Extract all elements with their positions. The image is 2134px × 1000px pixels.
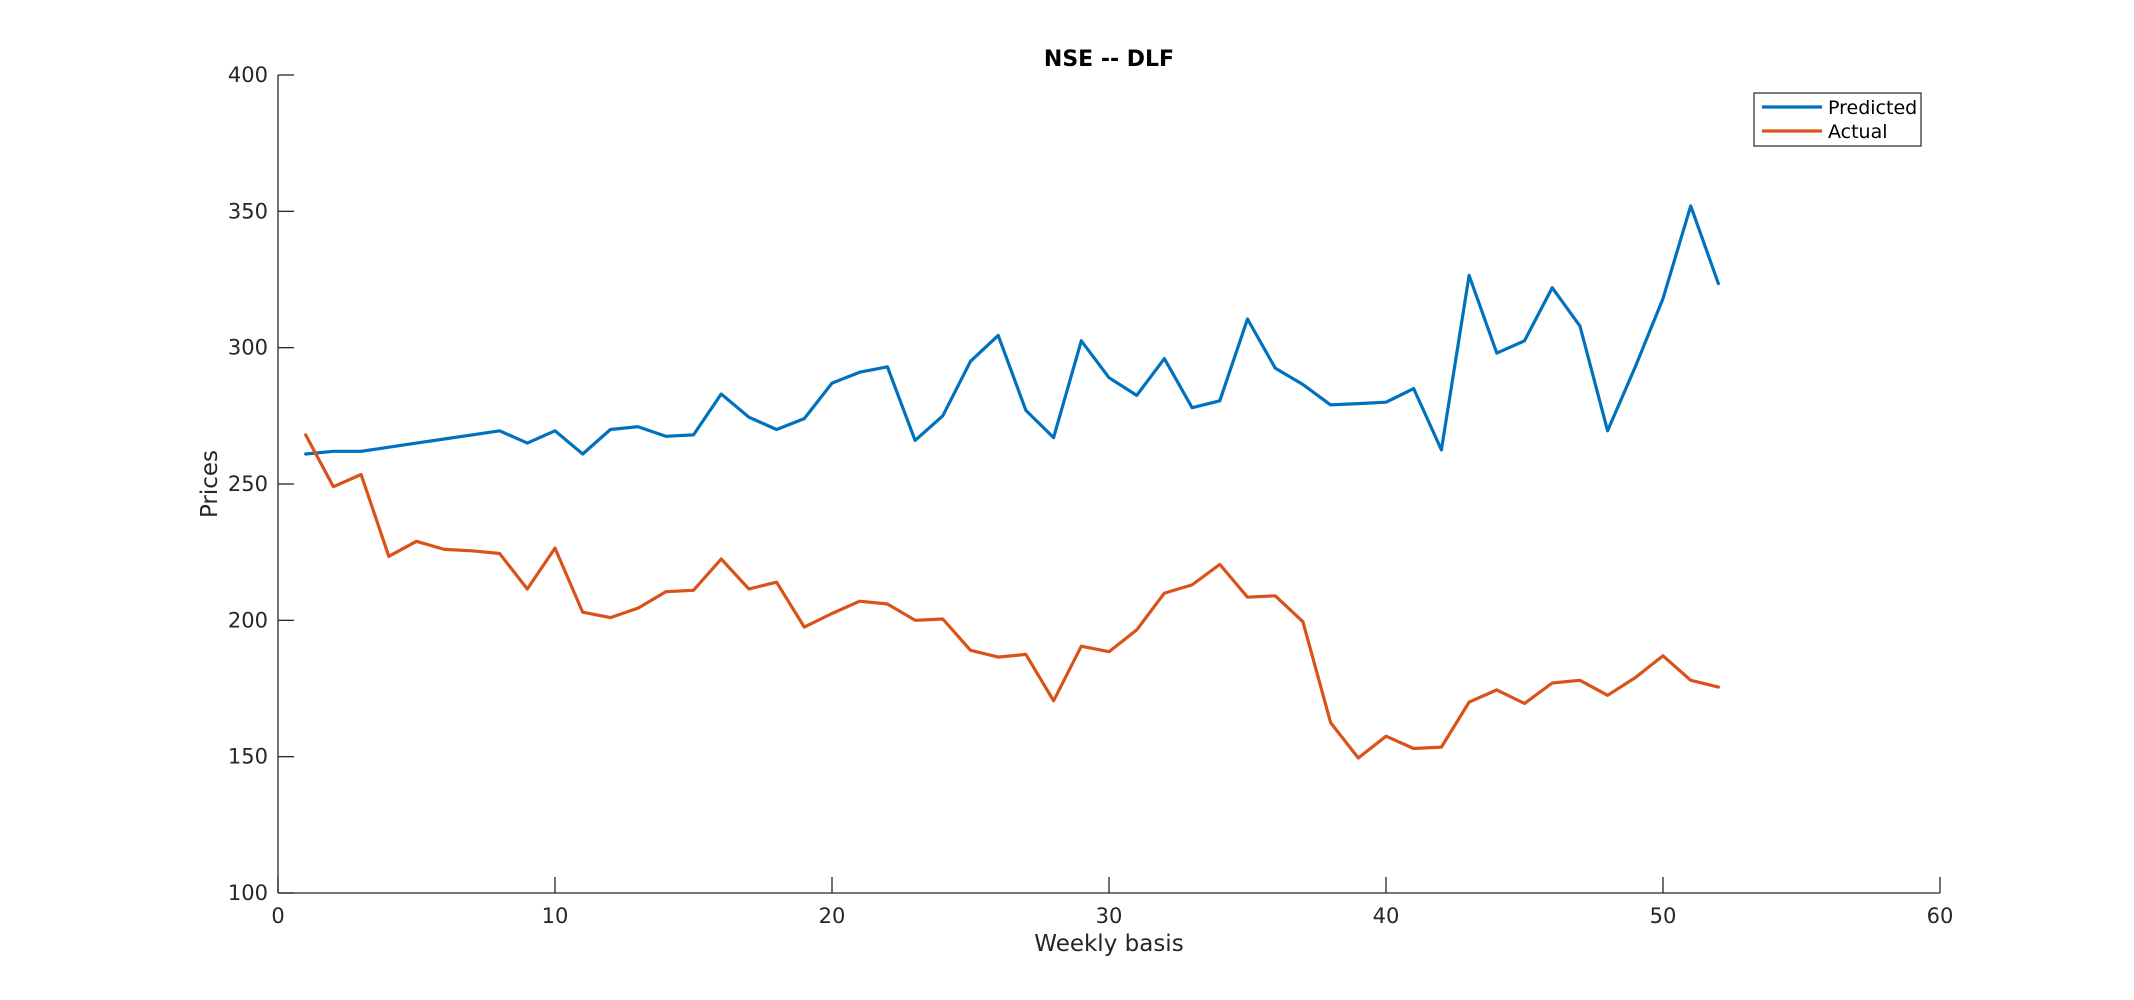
series-line-predicted — [304, 204, 1721, 456]
y-tick-label: 200 — [228, 608, 268, 632]
x-tick-label: 0 — [271, 904, 284, 928]
x-tick-label: 50 — [1650, 904, 1677, 928]
legend-label-actual: Actual — [1828, 121, 1888, 143]
y-tick-label: 300 — [228, 336, 268, 360]
legend: Predicted Actual — [1753, 92, 1922, 147]
y-tick-label: 250 — [228, 472, 268, 496]
x-tick-label: 10 — [542, 904, 569, 928]
series-group — [304, 204, 1721, 760]
x-tick-label: 60 — [1927, 904, 1954, 928]
chart-title: NSE -- DLF — [1044, 47, 1174, 72]
x-tick-label: 20 — [819, 904, 846, 928]
y-tick-label: 350 — [228, 199, 268, 223]
y-tick-label: 150 — [228, 745, 268, 769]
y-tick-label: 400 — [228, 63, 268, 87]
y-ticks: 100 150 200 250 300 350 400 — [228, 63, 294, 905]
legend-box — [1753, 92, 1922, 147]
axes — [277, 75, 1940, 894]
series-line-actual — [304, 433, 1721, 760]
y-tick-label: 100 — [228, 881, 268, 905]
x-tick-label: 30 — [1096, 904, 1123, 928]
x-ticks: 0 10 20 30 40 50 60 — [271, 877, 1953, 928]
x-tick-label: 40 — [1373, 904, 1400, 928]
y-axis-label: Prices — [197, 450, 223, 518]
x-axis-label: Weekly basis — [1034, 931, 1183, 957]
legend-label-predicted: Predicted — [1828, 97, 1917, 119]
